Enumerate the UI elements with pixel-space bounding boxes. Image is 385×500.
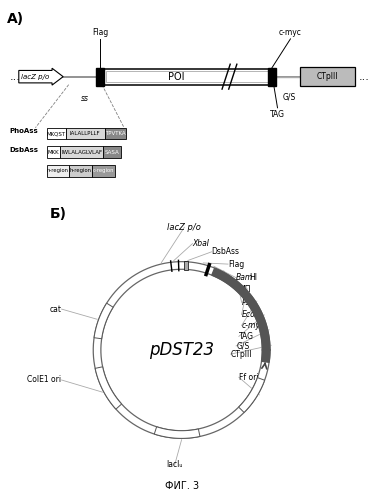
Text: Pst: Pst bbox=[242, 298, 253, 307]
Text: pDST23: pDST23 bbox=[149, 341, 214, 359]
Text: XbaI: XbaI bbox=[192, 239, 209, 248]
Text: Flag: Flag bbox=[228, 260, 244, 268]
Text: RI: RI bbox=[253, 310, 261, 319]
Polygon shape bbox=[212, 268, 270, 362]
Text: I: I bbox=[251, 298, 253, 307]
Text: lacZ p/o: lacZ p/o bbox=[167, 223, 201, 232]
Text: ss: ss bbox=[81, 94, 89, 104]
Text: Б): Б) bbox=[49, 207, 66, 221]
Text: TPVTKA: TPVTKA bbox=[105, 131, 126, 136]
Bar bbox=[184, 261, 189, 270]
Text: IALALLPLLF: IALALLPLLF bbox=[70, 131, 100, 136]
Polygon shape bbox=[94, 303, 113, 339]
Text: ФИГ. 3: ФИГ. 3 bbox=[164, 482, 199, 492]
Text: PhoAss: PhoAss bbox=[10, 128, 38, 134]
FancyArrow shape bbox=[19, 68, 63, 85]
Bar bbox=[47, 128, 66, 140]
Bar bbox=[60, 146, 104, 158]
Text: DsbAss: DsbAss bbox=[212, 248, 239, 256]
Bar bbox=[47, 146, 60, 158]
Bar bbox=[69, 165, 92, 176]
Text: c-myc: c-myc bbox=[242, 321, 265, 330]
Text: ...: ... bbox=[10, 72, 20, 82]
Text: h-region: h-region bbox=[70, 168, 92, 173]
Text: IWLALAGLVLAF: IWLALAGLVLAF bbox=[61, 150, 102, 154]
Text: G/S: G/S bbox=[283, 92, 296, 101]
Text: Bam: Bam bbox=[236, 273, 253, 282]
Bar bbox=[47, 165, 69, 176]
Text: Flag: Flag bbox=[92, 28, 108, 36]
Bar bbox=[105, 128, 126, 140]
Text: ColE1 ori: ColE1 ori bbox=[27, 376, 62, 384]
Polygon shape bbox=[154, 427, 200, 438]
Text: cat: cat bbox=[50, 304, 62, 314]
Text: lacIᵤ: lacIᵤ bbox=[167, 460, 183, 469]
Text: DsbAss: DsbAss bbox=[10, 147, 38, 153]
Text: lacZ p/o: lacZ p/o bbox=[21, 74, 50, 80]
Text: А): А) bbox=[7, 12, 24, 26]
Polygon shape bbox=[95, 367, 122, 409]
Bar bbox=[106, 71, 268, 82]
Text: TAG: TAG bbox=[239, 332, 254, 341]
Bar bbox=[268, 68, 276, 86]
Text: c-region: c-region bbox=[93, 168, 115, 173]
Text: Eco: Eco bbox=[242, 310, 255, 319]
Polygon shape bbox=[239, 378, 264, 412]
Text: CTpIII: CTpIII bbox=[316, 72, 338, 81]
Bar bbox=[66, 128, 105, 140]
Bar bbox=[96, 68, 104, 86]
Text: CTpIII: CTpIII bbox=[231, 350, 252, 358]
Text: Ff ori: Ff ori bbox=[239, 373, 258, 382]
Text: SASA: SASA bbox=[105, 150, 120, 154]
Text: n-region: n-region bbox=[47, 168, 69, 173]
Text: c-myc: c-myc bbox=[279, 28, 302, 36]
Text: ...: ... bbox=[359, 72, 370, 82]
Text: POI: POI bbox=[167, 72, 184, 82]
Text: MKQST: MKQST bbox=[47, 131, 66, 136]
Bar bbox=[92, 165, 115, 176]
Bar bbox=[104, 146, 121, 158]
Text: HI: HI bbox=[249, 273, 257, 282]
Text: MKK: MKK bbox=[47, 150, 59, 154]
Text: TAG: TAG bbox=[270, 110, 285, 119]
Bar bbox=[300, 67, 355, 86]
Text: ИП: ИП bbox=[239, 286, 250, 294]
Bar bbox=[104, 68, 270, 84]
Text: G/S: G/S bbox=[236, 342, 249, 350]
